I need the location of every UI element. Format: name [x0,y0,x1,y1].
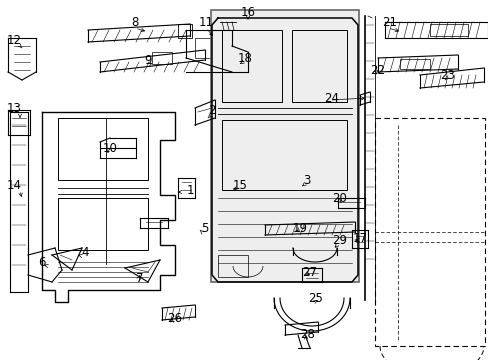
Text: 24: 24 [324,91,339,104]
Text: 28: 28 [300,328,315,342]
Text: 16: 16 [240,5,255,18]
Text: 8: 8 [131,15,139,28]
Text: 12: 12 [6,33,21,46]
Text: 13: 13 [6,102,21,114]
Bar [374,118,484,346]
Bar [58,198,148,250]
Text: 25: 25 [308,292,323,305]
Text: 1: 1 [186,184,193,197]
Bar [222,30,282,102]
Text: 20: 20 [332,192,347,204]
Text: 10: 10 [102,141,117,154]
Bar [399,59,429,69]
Bar [429,24,467,36]
Text: 6: 6 [38,256,46,270]
Text: 17: 17 [352,231,367,244]
Text: 21: 21 [382,15,397,28]
Text: 18: 18 [237,51,252,64]
Bar [58,118,148,180]
Text: 19: 19 [292,221,307,234]
Text: 7: 7 [136,271,143,284]
Bar [222,120,346,190]
Bar [152,52,172,64]
Text: 22: 22 [370,63,385,77]
Text: 9: 9 [144,54,151,67]
Bar [210,10,358,282]
Bar [195,38,223,58]
Bar [218,255,247,277]
Text: 2: 2 [208,104,215,117]
Text: 3: 3 [303,174,310,186]
Text: 29: 29 [332,234,347,247]
Text: 15: 15 [232,179,247,192]
Bar [178,24,192,38]
Bar [291,30,346,102]
Text: 11: 11 [198,15,213,28]
Text: 23: 23 [440,68,454,81]
Text: 14: 14 [6,179,21,192]
Text: 27: 27 [302,266,317,279]
Text: 4: 4 [81,247,88,260]
Text: 5: 5 [201,221,208,234]
Text: 26: 26 [167,311,182,324]
